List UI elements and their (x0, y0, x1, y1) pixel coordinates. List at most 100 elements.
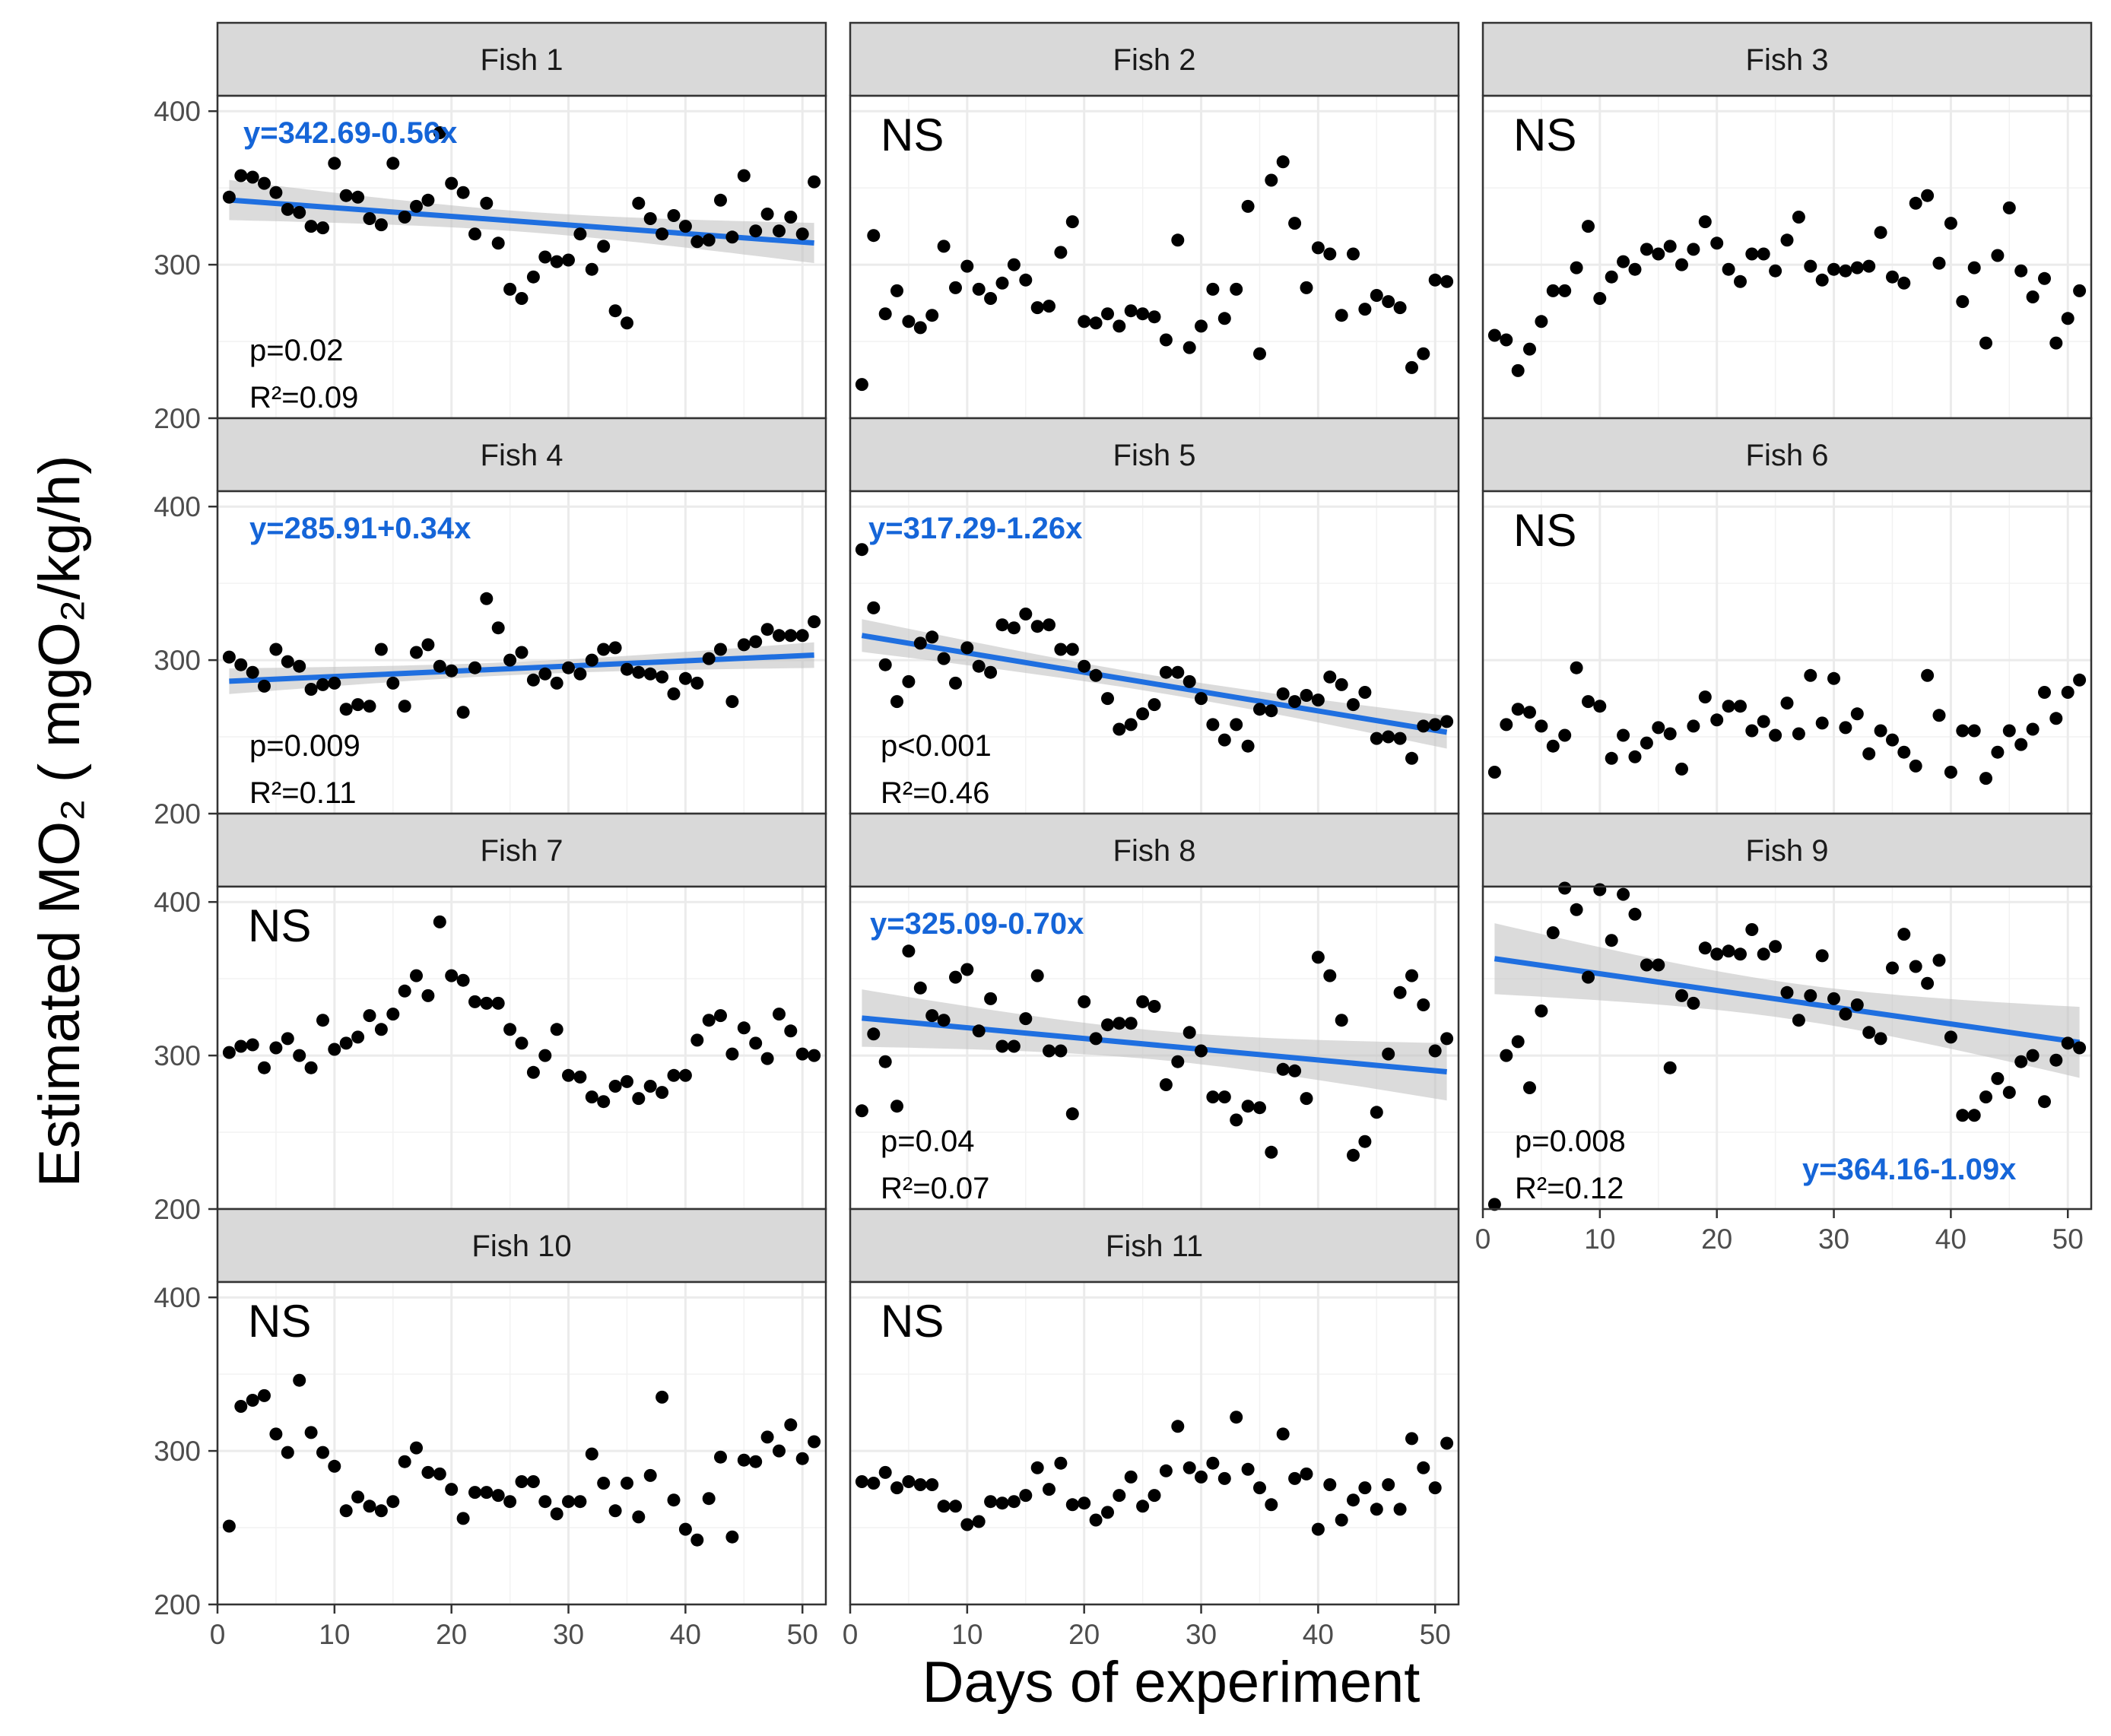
data-point (526, 270, 540, 284)
data-point (902, 674, 916, 688)
y-tick-label: 300 (154, 249, 201, 281)
data-point (1710, 713, 1724, 727)
data-point (222, 650, 236, 664)
data-point (2002, 724, 2016, 738)
data-point (562, 253, 575, 267)
data-point (749, 1455, 763, 1468)
data-point (585, 653, 598, 667)
data-point (503, 1023, 517, 1036)
data-point (690, 1533, 704, 1547)
data-point (1007, 1495, 1021, 1509)
data-point (1428, 1044, 1442, 1058)
data-point (1253, 1481, 1266, 1495)
data-point (1382, 1478, 1395, 1491)
data-point (1206, 1090, 1220, 1104)
data-point (656, 1390, 669, 1404)
data-point (1511, 363, 1525, 377)
data-point (1265, 1145, 1278, 1159)
data-point (1944, 766, 1957, 779)
data-point (725, 695, 739, 709)
data-point (1405, 1432, 1418, 1446)
data-point (1136, 995, 1150, 1008)
fit-line (861, 633, 1448, 735)
data-point (1195, 1044, 1208, 1058)
data-point (656, 227, 669, 241)
data-point (234, 1400, 248, 1413)
data-point (573, 227, 587, 241)
data-point (1745, 247, 1759, 261)
data-point (808, 615, 821, 629)
data-point (1804, 259, 1817, 273)
x-axis-title: Days of experiment (922, 1650, 1421, 1715)
data-point (995, 618, 1009, 632)
data-point (2002, 1086, 2016, 1100)
data-point (1276, 1062, 1290, 1076)
fit-line (862, 1015, 1447, 1075)
plot-area (217, 1282, 826, 1604)
data-point (1535, 315, 1548, 328)
y-tick-label: 200 (154, 1194, 201, 1225)
data-point (1124, 1017, 1138, 1030)
data-point (1967, 724, 1981, 738)
data-point (258, 1388, 271, 1402)
data-point (749, 224, 763, 238)
data-point (374, 1023, 388, 1036)
data-point (351, 1490, 365, 1504)
data-point (2073, 673, 2087, 687)
data-point (1065, 1107, 1079, 1121)
data-point (1944, 217, 1957, 230)
x-tick-label: 10 (319, 1619, 350, 1650)
data-point (2014, 738, 2028, 751)
data-point (2049, 1053, 2063, 1067)
data-point (1101, 1018, 1114, 1032)
data-point (1148, 310, 1161, 324)
points (1487, 661, 2087, 785)
y-tick-label: 400 (154, 1282, 201, 1313)
data-point (1640, 958, 1653, 972)
data-point (1956, 295, 1970, 309)
data-point (1617, 887, 1630, 901)
data-point (1956, 724, 1970, 738)
p-value: p=0.04 (881, 1125, 974, 1158)
data-point (1652, 247, 1665, 261)
strip-label: Fish 6 (1746, 439, 1829, 472)
data-point (1101, 692, 1114, 706)
ns-label: NS (881, 1296, 944, 1347)
data-point (749, 635, 763, 649)
data-point (1487, 328, 1501, 342)
data-point (363, 212, 376, 225)
data-point (1921, 668, 1935, 682)
data-point (258, 176, 271, 190)
data-point (1417, 998, 1430, 1011)
data-point (972, 1515, 986, 1528)
data-point (597, 1477, 611, 1490)
y-tick-label: 400 (154, 96, 201, 127)
data-point (1780, 985, 1794, 999)
data-point (550, 1507, 563, 1521)
data-point (1500, 718, 1513, 732)
data-point (386, 676, 400, 690)
data-point (1405, 969, 1418, 982)
data-point (1769, 728, 1782, 742)
data-point (1487, 766, 1501, 779)
data-point (456, 973, 470, 987)
panel-fish-9: Fish 9 y=364.16-1.09x p=0.008 R²=0.12 (1481, 812, 2093, 1211)
data-point (1007, 621, 1021, 635)
data-point (445, 1483, 459, 1496)
data-point (339, 1504, 353, 1518)
data-point (902, 944, 916, 958)
data-point (1593, 700, 1607, 713)
data-point (1780, 233, 1794, 247)
data-point (621, 1074, 633, 1088)
data-point (585, 1447, 598, 1461)
data-point (1535, 719, 1548, 733)
data-point (960, 641, 974, 655)
data-point (269, 643, 283, 656)
data-point (269, 1041, 283, 1055)
data-point (1850, 261, 1864, 275)
data-point (702, 652, 716, 665)
data-point (1405, 751, 1418, 765)
data-point (1839, 264, 1852, 278)
data-point (1276, 155, 1290, 169)
data-point (398, 700, 411, 713)
